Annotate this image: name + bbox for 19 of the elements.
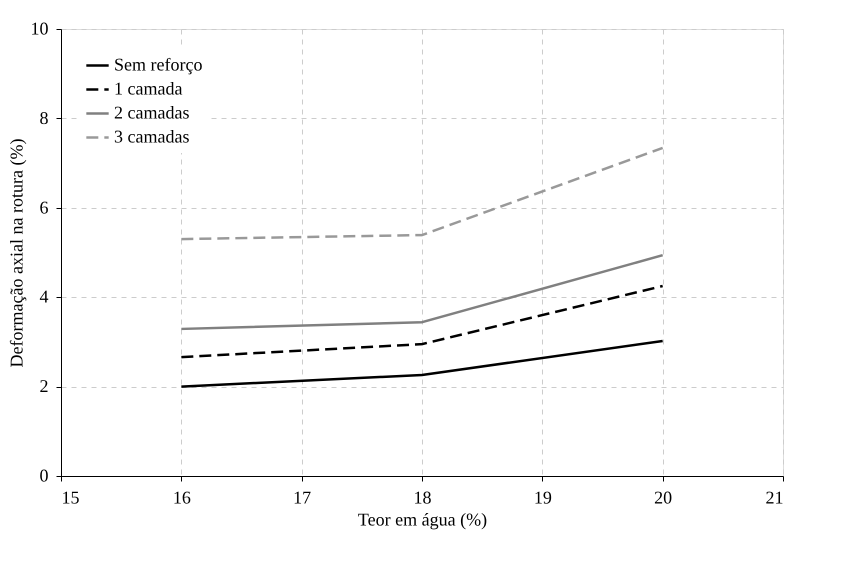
y-tick-label: 10 <box>30 18 48 38</box>
y-tick-label: 6 <box>40 197 48 218</box>
x-tick-label: 17 <box>293 488 312 508</box>
x-tick-label: 16 <box>172 488 191 508</box>
y-tick-label: 4 <box>40 286 48 307</box>
legend-label: 2 camadas <box>114 102 190 122</box>
legend-label: 1 camada <box>114 78 182 98</box>
y-tick-label: 8 <box>40 108 48 128</box>
y-tick-label: 0 <box>40 466 48 486</box>
x-tick-label: 21 <box>766 488 784 508</box>
x-tick-label: 19 <box>534 488 552 508</box>
legend-label: 3 camadas <box>114 126 190 146</box>
y-tick-label: 2 <box>40 376 48 396</box>
y-axis-title: Deformação axial na rotura (%) <box>6 138 26 368</box>
legend-label: Sem reforço <box>114 54 202 74</box>
x-tick-label: 15 <box>62 488 80 508</box>
x-axis-title: Teor em água (%) <box>358 510 488 530</box>
x-tick-label: 20 <box>654 488 672 508</box>
x-tick-label: 18 <box>414 488 432 508</box>
